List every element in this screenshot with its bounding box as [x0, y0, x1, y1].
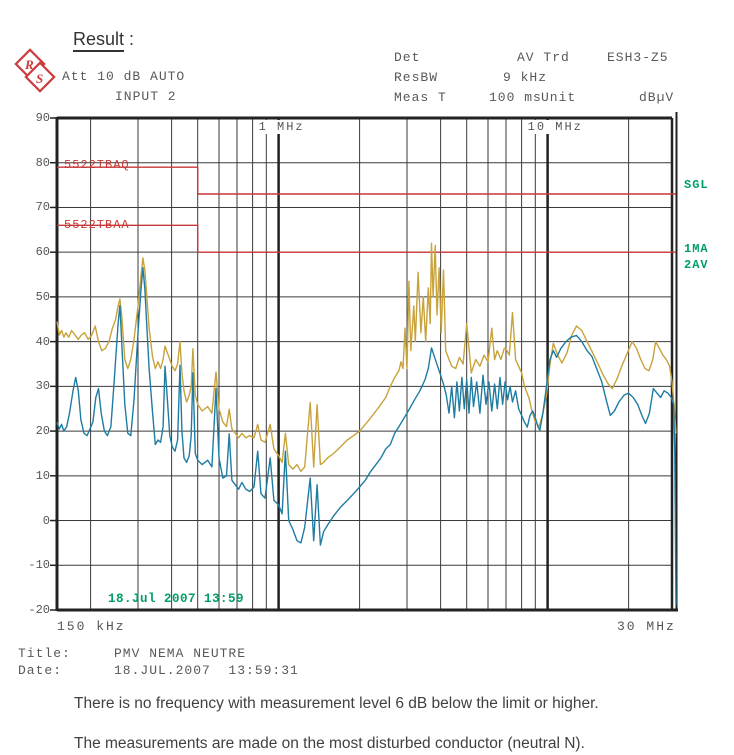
xaxis-end-label: 30 MHz	[617, 619, 676, 634]
attenuation-setting: Att 10 dB AUTO	[62, 69, 186, 84]
meastime-value: 100 ms	[489, 90, 542, 105]
yaxis-tick-80: 80	[35, 155, 50, 170]
title-label: Title:	[18, 646, 71, 661]
detector-label: Det	[394, 50, 421, 65]
marker-2av: 2AV	[684, 258, 709, 272]
page-title: Result :	[73, 29, 135, 52]
limit-av-label: 5522TBAA	[64, 218, 130, 232]
yaxis-tick--20: -20	[28, 603, 50, 617]
title-value: PMV NEMA NEUTRE	[114, 646, 247, 661]
yaxis-tick-0: 0	[42, 513, 50, 528]
result-word: Result	[73, 29, 125, 52]
svg-text:R: R	[24, 57, 34, 72]
unit-label: Unit	[541, 90, 577, 105]
detector-value: AV Trd	[517, 50, 570, 65]
xaxis-decade-label-1mhz: 1 MHz	[256, 120, 307, 134]
result-note-conductor: The measurements are made on the most di…	[74, 735, 585, 752]
resbw-label: ResBW	[394, 70, 439, 85]
yaxis-tick-40: 40	[35, 334, 50, 349]
resbw-value: 9 kHz	[503, 70, 548, 85]
yaxis-tick-90: 90	[35, 111, 50, 125]
yaxis-tick--10: -10	[28, 558, 50, 573]
result-colon: :	[124, 29, 135, 49]
xaxis-decade-label-10mhz: 10 MHz	[525, 120, 585, 134]
yaxis-tick-20: 20	[35, 424, 50, 439]
result-note-limit: There is no frequency with measurement l…	[74, 695, 599, 712]
yaxis-tick-30: 30	[35, 379, 50, 394]
svg-text:S: S	[36, 71, 43, 86]
meastime-label: Meas T	[394, 90, 447, 105]
yaxis-tick-70: 70	[35, 200, 50, 215]
unit-value: dBµV	[639, 90, 675, 105]
yaxis-tick-50: 50	[35, 289, 50, 304]
sweep-timestamp: 18.Jul 2007 13:59	[108, 592, 245, 606]
marker-1ma: 1MA	[684, 242, 709, 256]
yaxis-tick-60: 60	[35, 245, 50, 260]
date-value: 18.JUL.2007 13:59:31	[114, 663, 299, 678]
xaxis-start-label: 150 kHz	[57, 619, 126, 634]
yaxis-tick-10: 10	[35, 468, 50, 483]
date-label: Date:	[18, 663, 63, 678]
limit-qp-label: 5522TBAQ	[64, 158, 130, 172]
marker-sgl: SGL	[684, 178, 709, 192]
device-name: ESH3-Z5	[607, 50, 669, 65]
input-setting: INPUT 2	[115, 89, 177, 104]
rohde-schwarz-logo: R S	[13, 47, 63, 103]
